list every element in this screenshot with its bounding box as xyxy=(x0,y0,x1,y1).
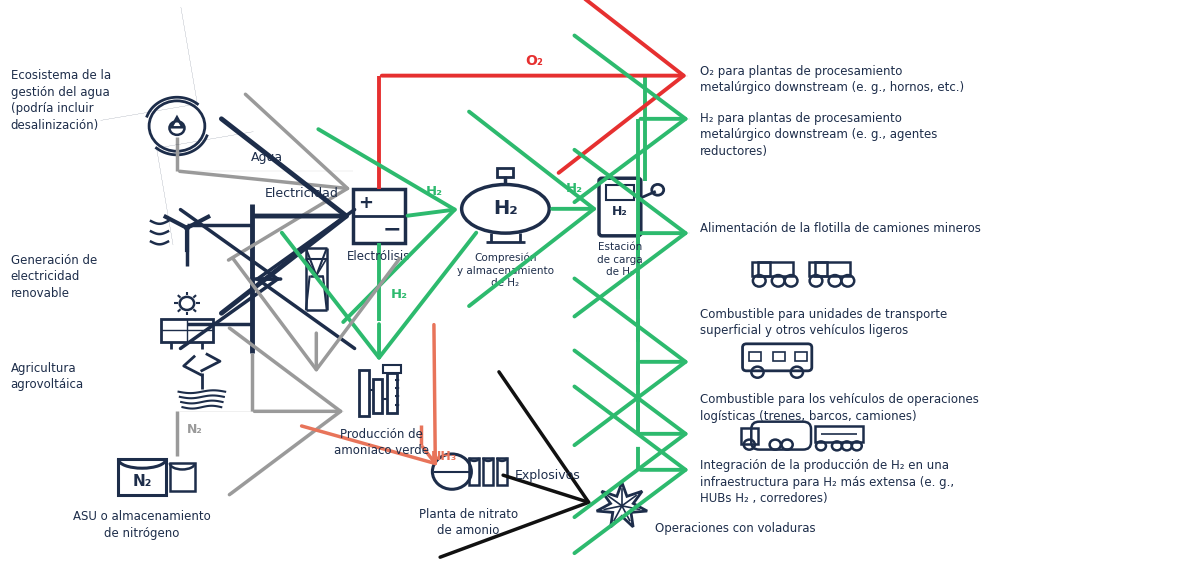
Text: Agricultura
agrovoltáica: Agricultura agrovoltáica xyxy=(11,362,84,391)
Text: Planta de nitrato
de amonio: Planta de nitrato de amonio xyxy=(419,507,518,537)
Text: Electrólisis: Electrólisis xyxy=(347,250,410,263)
Bar xyxy=(161,319,212,342)
Bar xyxy=(742,428,758,444)
Bar xyxy=(773,352,785,361)
Bar xyxy=(606,185,634,200)
Text: Producción de
amoniaco verde: Producción de amoniaco verde xyxy=(334,428,428,457)
Bar xyxy=(170,463,194,491)
Text: N₂: N₂ xyxy=(132,474,152,489)
Text: H₂: H₂ xyxy=(612,205,628,218)
Bar xyxy=(758,262,793,277)
Text: Estación
de carga
de H₂: Estación de carga de H₂ xyxy=(598,242,643,277)
Text: Operaciones con voladuras: Operaciones con voladuras xyxy=(655,522,815,535)
Bar xyxy=(796,352,808,361)
Text: Integración de la producción de H₂ en una
infraestructura para H₂ más extensa (e: Integración de la producción de H₂ en un… xyxy=(700,459,954,505)
Text: ASU o almacenamiento
de nitrógeno: ASU o almacenamiento de nitrógeno xyxy=(73,510,211,540)
Text: Electricidad: Electricidad xyxy=(264,187,338,200)
Bar xyxy=(484,458,493,485)
Text: H₂ para plantas de procesamiento
metalúrgico downstream (e. g., agentes
reductor: H₂ para plantas de procesamiento metalúr… xyxy=(700,112,937,158)
Bar xyxy=(469,458,479,485)
Text: O₂: O₂ xyxy=(526,53,544,67)
Text: NH₃: NH₃ xyxy=(431,450,457,463)
Bar xyxy=(359,370,368,417)
Bar xyxy=(815,425,863,442)
Text: Ecosistema de la
gestión del agua
(podría incluir
desalinización): Ecosistema de la gestión del agua (podrí… xyxy=(11,69,110,132)
Bar xyxy=(353,189,404,243)
Bar xyxy=(119,459,166,495)
Bar xyxy=(497,458,506,485)
Text: Generación de
electricidad
renovable: Generación de electricidad renovable xyxy=(11,254,97,300)
Text: H₂: H₂ xyxy=(565,182,583,195)
Text: Compresión
y almacenamiento
de H₂: Compresión y almacenamiento de H₂ xyxy=(457,253,554,288)
Text: N₂: N₂ xyxy=(187,423,203,436)
Text: Agua: Agua xyxy=(251,151,283,164)
Text: +: + xyxy=(359,193,373,212)
Bar xyxy=(752,262,770,277)
Bar xyxy=(749,352,761,361)
Text: H₂: H₂ xyxy=(493,199,518,219)
Text: Alimentación de la flotilla de camiones mineros: Alimentación de la flotilla de camiones … xyxy=(700,222,980,236)
Text: Explosivos: Explosivos xyxy=(515,469,580,482)
Circle shape xyxy=(185,226,190,230)
Bar xyxy=(809,262,827,277)
Text: H₂: H₂ xyxy=(391,288,408,301)
Bar xyxy=(498,168,514,178)
Text: H₂: H₂ xyxy=(425,185,443,198)
Text: O₂ para plantas de procesamiento
metalúrgico downstream (e. g., hornos, etc.): O₂ para plantas de procesamiento metalúr… xyxy=(700,65,964,94)
Bar xyxy=(388,373,397,414)
Text: Combustible para unidades de transporte
superficial y otros vehículos ligeros: Combustible para unidades de transporte … xyxy=(700,308,947,338)
Text: Combustible para los vehículos de operaciones
logísticas (trenes, barcos, camion: Combustible para los vehículos de operac… xyxy=(700,393,978,423)
Bar xyxy=(383,364,401,373)
Bar xyxy=(815,262,850,277)
Bar xyxy=(373,379,382,414)
Text: −: − xyxy=(383,220,401,240)
